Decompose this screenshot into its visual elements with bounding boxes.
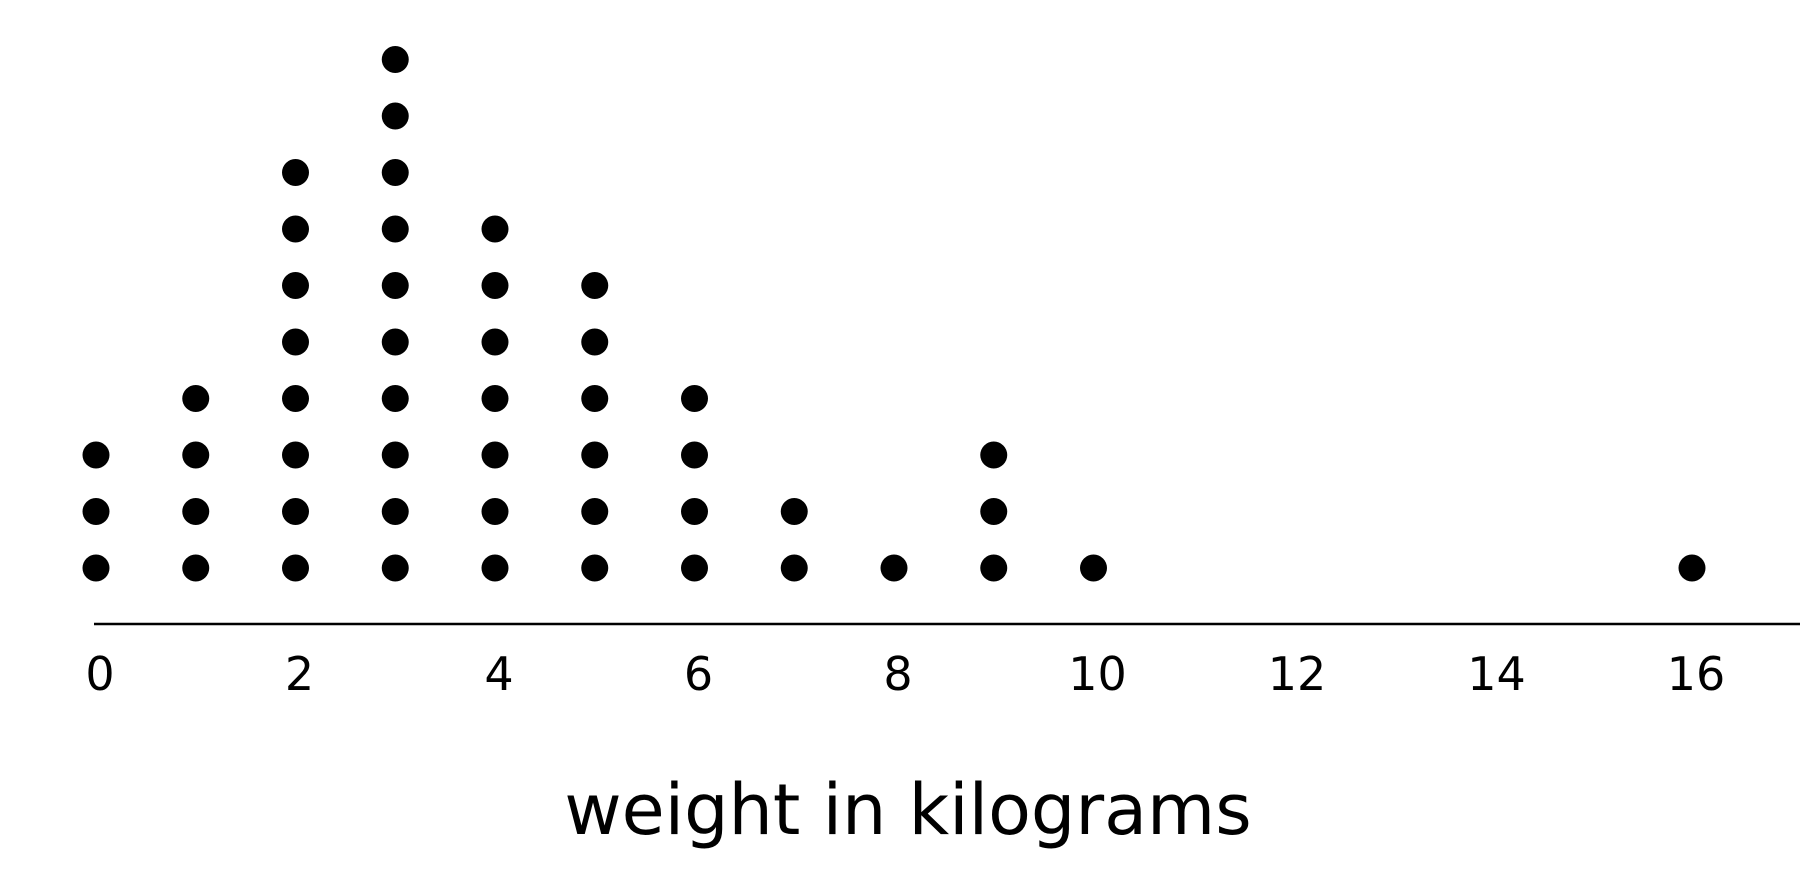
data-dot <box>481 554 509 582</box>
data-dot <box>481 215 509 243</box>
x-axis-title: weight in kilograms <box>564 769 1251 851</box>
data-dot <box>381 159 409 186</box>
data-dots <box>82 46 1706 582</box>
x-tick-label: 12 <box>1268 647 1327 701</box>
data-dot <box>82 498 110 525</box>
x-tick-label: 4 <box>484 647 513 701</box>
data-dot <box>381 385 409 412</box>
data-dot <box>381 328 409 356</box>
data-dot <box>681 554 708 582</box>
data-dot <box>282 441 309 469</box>
data-dot <box>481 328 509 356</box>
data-dot <box>681 498 708 525</box>
data-dot <box>1678 554 1706 582</box>
data-dot <box>681 441 708 469</box>
data-dot <box>182 554 210 582</box>
data-dot <box>1080 554 1107 582</box>
data-dot <box>980 498 1008 525</box>
data-dot <box>381 46 409 73</box>
data-dot <box>481 441 509 469</box>
x-tick-label: 0 <box>85 647 114 701</box>
data-dot <box>381 441 409 469</box>
x-tick-label: 6 <box>684 647 713 701</box>
data-dot <box>980 441 1008 469</box>
data-dot <box>182 385 210 412</box>
data-dot <box>282 385 309 412</box>
data-dot <box>282 215 309 243</box>
data-dot <box>282 328 309 356</box>
data-dot <box>282 554 309 582</box>
data-dot <box>780 498 808 525</box>
x-tick-label: 14 <box>1467 647 1526 701</box>
x-tick-label: 10 <box>1068 647 1127 701</box>
data-dot <box>481 272 509 299</box>
data-dot <box>481 385 509 412</box>
data-dot <box>282 159 309 186</box>
data-dot <box>681 385 708 412</box>
x-tick-label: 16 <box>1667 647 1726 701</box>
data-dot <box>381 554 409 582</box>
data-dot <box>880 554 908 582</box>
data-dot <box>381 102 409 130</box>
data-dot <box>82 441 110 469</box>
data-dot <box>581 498 609 525</box>
data-dot <box>481 498 509 525</box>
data-dot <box>581 441 609 469</box>
data-dot <box>780 554 808 582</box>
x-tick-label: 2 <box>285 647 314 701</box>
data-dot <box>82 554 110 582</box>
data-dot <box>282 272 309 299</box>
data-dot <box>581 272 609 299</box>
data-dot <box>182 441 210 469</box>
data-dot <box>581 385 609 412</box>
data-dot <box>980 554 1008 582</box>
x-tick-label: 8 <box>883 647 912 701</box>
data-dot <box>282 498 309 525</box>
data-dot <box>381 498 409 525</box>
data-dot <box>381 272 409 299</box>
x-axis-tick-labels: 0 2 4 6 8 10 12 14 16 <box>85 647 1725 701</box>
data-dot <box>581 328 609 356</box>
data-dot <box>581 554 609 582</box>
data-dot <box>381 215 409 243</box>
data-dot <box>182 498 210 525</box>
